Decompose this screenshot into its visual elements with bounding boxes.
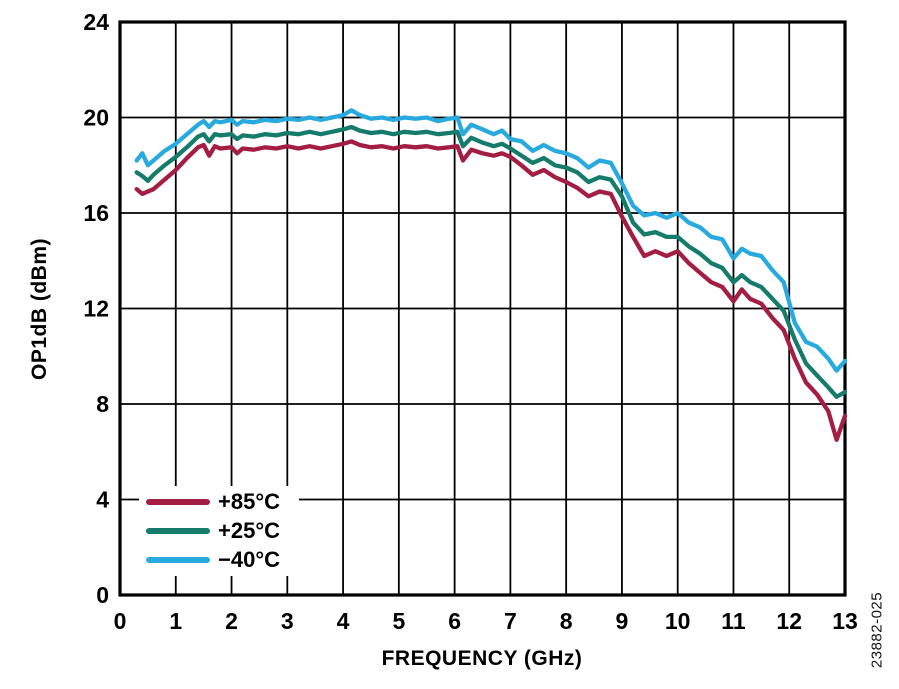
x-tick-label: 8 (560, 608, 573, 634)
x-tick-label: 1 (169, 608, 182, 634)
legend-line-swatch (146, 557, 210, 563)
y-tick-label: 8 (96, 391, 109, 417)
legend-line-swatch (146, 528, 210, 534)
x-axis-title: FREQUENCY (GHz) (381, 647, 583, 670)
series-line-25C (134, 124, 848, 399)
legend-item: +25°C (146, 519, 299, 543)
y-tick-label: 24 (83, 9, 109, 35)
y-axis-title: OP1dB (dBm) (28, 238, 51, 380)
x-tick-label: 3 (281, 608, 294, 634)
x-tick-label: 5 (392, 608, 405, 634)
x-tick-label: 9 (616, 608, 629, 634)
x-tick-label: 7 (504, 608, 517, 634)
x-tick-label: 4 (337, 608, 350, 634)
y-tick-label: 16 (83, 200, 109, 226)
plot-border (118, 20, 847, 597)
figure-number-label: 23882-025 (868, 591, 886, 669)
x-tick-label: 0 (114, 608, 127, 634)
y-tick-label: 0 (96, 582, 109, 608)
x-tick-label: 11 (721, 608, 746, 634)
x-tick-label: 2 (225, 608, 238, 634)
x-tick-label: 10 (665, 608, 691, 634)
series-line-40C (134, 108, 848, 373)
y-tick-label: 20 (83, 105, 109, 131)
legend-label: +85°C (218, 489, 281, 514)
y-tick-label: 4 (96, 487, 109, 513)
x-tick-label: 13 (832, 608, 858, 634)
legend-label: +25°C (218, 518, 281, 543)
legend-item: +85°C (146, 490, 299, 514)
legend-item: −40°C (146, 548, 299, 572)
series-line-85C (134, 139, 848, 442)
x-tick-label: 6 (448, 608, 461, 634)
y-tick-label: 12 (83, 296, 109, 322)
legend-line-swatch (146, 499, 210, 505)
legend-label: −40°C (218, 547, 281, 572)
legend: +85°C +25°C −40°C (139, 486, 299, 576)
x-tick-label: 12 (776, 608, 802, 634)
